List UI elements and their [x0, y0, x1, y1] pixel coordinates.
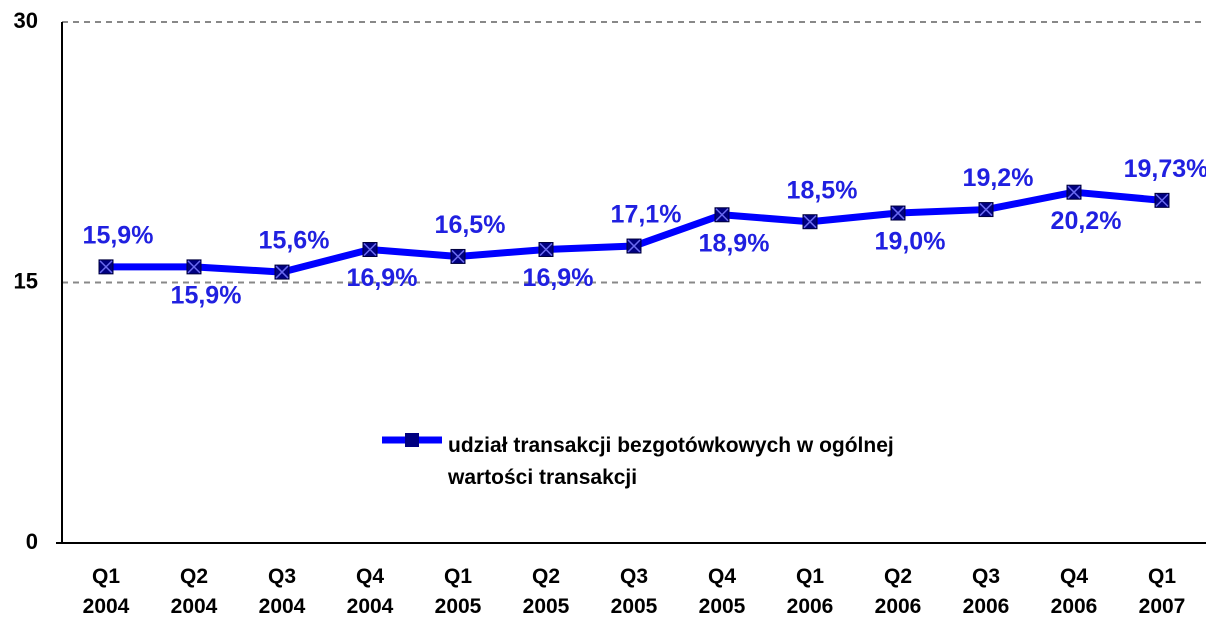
x-tick-label: Q4 2004 — [346, 565, 394, 618]
marker-cross — [891, 206, 905, 220]
x-tick-label: Q3 2005 — [610, 565, 658, 618]
marker-cross — [627, 239, 641, 253]
data-label: 16,5% — [435, 211, 506, 239]
data-label: 17,1% — [611, 201, 682, 229]
legend-label: udział transakcji bezgotówkowych w ogóln… — [448, 434, 894, 489]
x-tick-label: Q3 2004 — [258, 565, 306, 618]
data-label: 15,9% — [171, 281, 242, 309]
x-tick-label: Q1 2005 — [434, 565, 482, 618]
x-tick-label: Q2 2006 — [874, 565, 922, 618]
data-label: 15,9% — [83, 221, 154, 249]
marker-cross — [539, 242, 553, 257]
y-tick-label: 15 — [14, 268, 38, 293]
data-label: 20,2% — [1051, 207, 1122, 235]
data-label: 15,6% — [259, 227, 330, 255]
x-tick-label: Q4 2005 — [698, 565, 746, 618]
marker-cross — [99, 260, 113, 274]
x-tick-label: Q1 2004 — [82, 565, 130, 618]
marker-cross — [187, 260, 201, 274]
marker-cross — [1155, 193, 1169, 207]
x-tick-label: Q2 2005 — [522, 565, 570, 618]
data-label: 19,0% — [875, 228, 946, 256]
marker-cross — [979, 203, 993, 217]
y-tick-label: 30 — [14, 8, 38, 33]
legend-marker — [405, 433, 419, 447]
data-label: 19,73% — [1124, 155, 1206, 183]
marker-cross — [363, 242, 377, 257]
marker-cross — [451, 249, 465, 263]
x-tick-label: Q4 2006 — [1050, 565, 1098, 618]
x-tick-label: Q3 2006 — [962, 565, 1010, 618]
x-tick-label: Q2 2004 — [170, 565, 218, 618]
x-tick-label: Q1 2007 — [1138, 565, 1186, 618]
data-label: 18,5% — [787, 176, 858, 204]
marker-cross — [803, 215, 817, 229]
marker-cross — [715, 208, 729, 222]
y-tick-label: 0 — [26, 529, 38, 554]
x-tick-label: Q1 2006 — [786, 565, 834, 618]
marker-cross — [1067, 185, 1081, 199]
data-label: 16,9% — [347, 264, 418, 292]
data-label: 16,9% — [523, 264, 594, 292]
data-label: 18,9% — [699, 229, 770, 257]
data-label: 19,2% — [963, 164, 1034, 192]
marker-cross — [275, 265, 289, 279]
